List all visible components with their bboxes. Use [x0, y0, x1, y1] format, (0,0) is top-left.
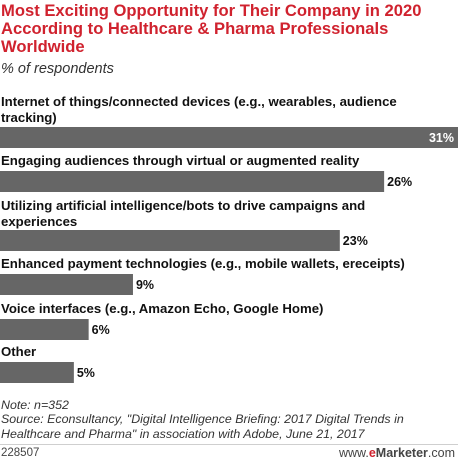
category-label: tracking)	[1, 110, 57, 125]
chart-subtitle: % of respondents	[1, 61, 114, 77]
footer-divider	[0, 444, 458, 445]
bar-chart: Internet of things/connected devices (e.…	[0, 94, 458, 383]
bar	[0, 230, 340, 251]
category-label: Internet of things/connected devices (e.…	[1, 94, 397, 109]
category-label: Enhanced payment technologies (e.g., mob…	[1, 256, 405, 271]
brand-name: Marketer	[375, 446, 428, 460]
bar	[0, 127, 458, 148]
bar	[0, 171, 385, 192]
brand-accent: e	[368, 446, 376, 460]
chart-title: Most Exciting Opportunity for Their Comp…	[1, 1, 422, 56]
chart-notes: Note: n=352 Source: Econsultancy, "Digit…	[1, 398, 457, 441]
chart-id: 228507	[1, 447, 40, 459]
note-text: Note: n=352	[1, 398, 69, 412]
bar	[0, 319, 89, 340]
brand-suffix: .com	[427, 446, 455, 460]
value-label: 6%	[92, 323, 110, 337]
category-label: Other	[1, 344, 36, 359]
value-label: 9%	[136, 278, 154, 292]
value-label: 5%	[77, 366, 95, 380]
bar	[0, 362, 74, 383]
brand-logo: www.eMarketer.com	[339, 446, 455, 460]
category-label: experiences	[1, 214, 77, 229]
bar	[0, 274, 133, 295]
category-label: Utilizing artificial intelligence/bots t…	[1, 198, 365, 213]
category-label: Engaging audiences through virtual or au…	[1, 153, 360, 168]
value-label: 26%	[387, 175, 412, 189]
brand-prefix: www.	[338, 446, 369, 460]
value-label: 31%	[429, 131, 454, 145]
category-label: Voice interfaces (e.g., Amazon Echo, Goo…	[1, 301, 323, 316]
source-text: Source: Econsultancy, "Digital Intellige…	[1, 412, 404, 441]
value-label: 23%	[343, 234, 368, 248]
